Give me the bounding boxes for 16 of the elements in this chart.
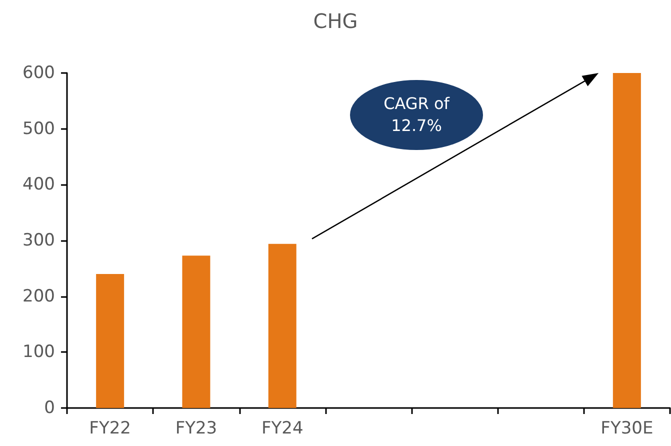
x-tick-label: FY22 (89, 418, 131, 438)
y-tick-label: 300 (22, 230, 55, 250)
x-tick-label: FY23 (175, 418, 218, 438)
chart-title: CHG (313, 9, 358, 33)
bar (182, 256, 210, 408)
y-tick-label: 400 (22, 174, 55, 195)
y-tick-label: 500 (22, 118, 55, 139)
y-tick-label: 0 (44, 398, 55, 418)
bar (268, 244, 296, 408)
x-tick-label: FY30E (600, 418, 654, 438)
y-tick-label: 200 (22, 286, 55, 306)
y-tick-label: 100 (22, 342, 55, 362)
x-tick-label: FY24 (261, 418, 304, 438)
bar (612, 73, 641, 408)
y-tick-label: 600 (22, 63, 55, 83)
bar (96, 274, 124, 408)
